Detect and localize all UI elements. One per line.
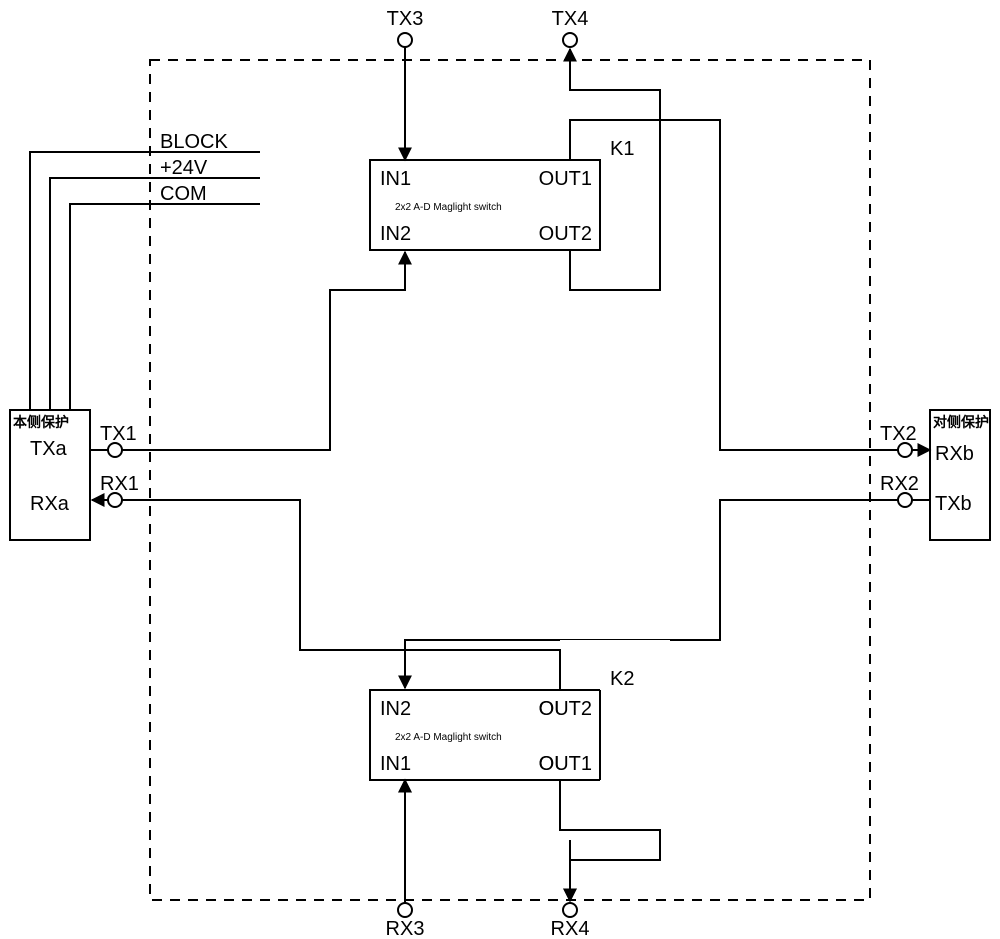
k2-in1: IN1 (380, 753, 411, 775)
tx1-terminal (108, 443, 122, 457)
wire-k1out1-tx2 (570, 120, 898, 450)
tx1-label: TX1 (100, 423, 137, 445)
tx4-label: TX4 (552, 8, 589, 30)
k2-name-r: K2 (610, 668, 634, 690)
k2-out1-r: OUT1 (539, 753, 592, 775)
right-protection-title: 对侧保护 (933, 414, 989, 430)
bus-block-label: BLOCK (160, 131, 228, 153)
k1-in1: IN1 (380, 168, 411, 190)
rx1-label: RX1 (100, 473, 139, 495)
k1-subtitle: 2x2 A-D Maglight switch (395, 202, 502, 213)
left-txa: TXa (30, 438, 68, 460)
bus-24v-label: +24V (160, 157, 208, 179)
tx3-label: TX3 (387, 8, 424, 30)
tx2-label: TX2 (880, 423, 917, 445)
k2-out2-r: OUT2 (539, 698, 592, 720)
k2-in2: IN2 (380, 698, 411, 720)
switch-k1-name: K1 (610, 138, 634, 160)
k1-in2: IN2 (380, 223, 411, 245)
rx2-terminal (898, 493, 912, 507)
tx3-terminal (398, 33, 412, 47)
rx3-label: RX3 (386, 918, 425, 939)
k1-out2: OUT2 (539, 223, 592, 245)
wire-k2out2-rx1-clean (122, 500, 560, 690)
tx2-terminal (898, 443, 912, 457)
k1-out1: OUT1 (539, 168, 592, 190)
tx4-terminal (563, 33, 577, 47)
rx1-terminal (108, 493, 122, 507)
k2-subtitle: 2x2 A-D Maglight switch (395, 732, 502, 743)
rx4-label: RX4 (551, 918, 590, 939)
rx2-label: RX2 (880, 473, 919, 495)
left-rxa: RXa (30, 493, 70, 515)
circuit-diagram: TX3 TX4 K1 IN1 IN2 OUT1 OUT2 2x2 A-D Mag… (0, 0, 1000, 939)
rx3-terminal (398, 903, 412, 917)
rx4-terminal (563, 903, 577, 917)
right-rxb: RXb (935, 443, 974, 465)
left-protection-title: 本侧保护 (13, 414, 69, 430)
right-txb: TXb (935, 493, 972, 515)
bus-com-label: COM (160, 183, 207, 205)
wire-tx1-k1in2-b (122, 252, 405, 450)
